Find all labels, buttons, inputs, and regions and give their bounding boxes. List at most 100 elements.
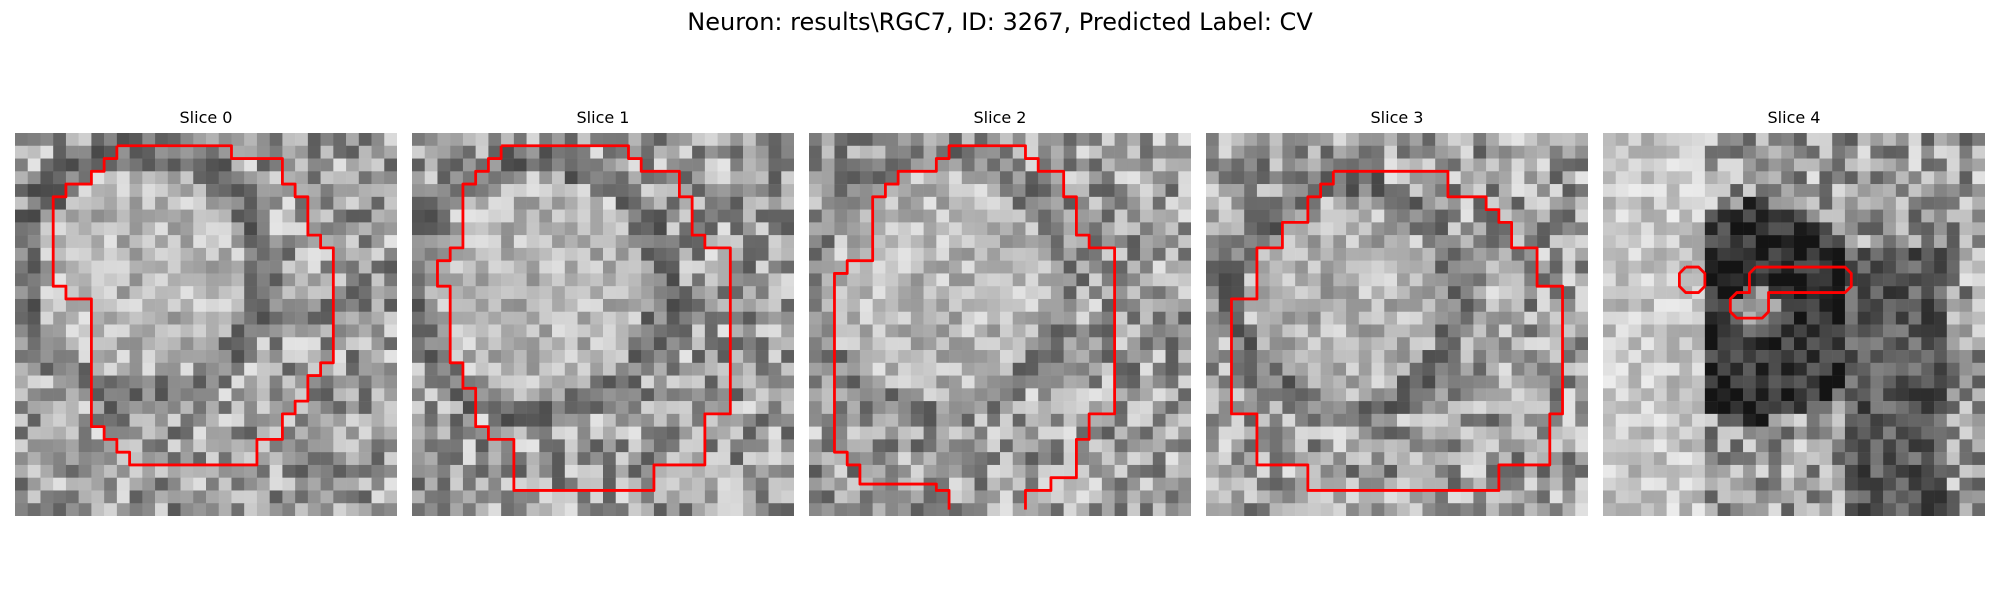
voxel-pixel — [1473, 196, 1487, 210]
voxel-pixel — [539, 350, 553, 364]
voxel-pixel — [1447, 350, 1461, 364]
voxel-pixel — [1692, 477, 1706, 491]
voxel-pixel — [809, 171, 822, 185]
voxel-pixel — [1921, 247, 1935, 261]
voxel-pixel — [1076, 247, 1090, 261]
voxel-pixel — [371, 171, 385, 185]
voxel-pixel — [78, 286, 92, 300]
voxel-pixel — [193, 324, 207, 338]
voxel-pixel — [129, 362, 143, 376]
voxel-pixel — [1781, 490, 1795, 504]
voxel-pixel — [1562, 452, 1576, 466]
voxel-pixel — [358, 286, 372, 300]
voxel-pixel — [1050, 350, 1064, 364]
voxel-pixel — [40, 439, 54, 453]
voxel-pixel — [1114, 145, 1128, 159]
voxel-pixel — [307, 171, 321, 185]
voxel-pixel — [295, 350, 309, 364]
voxel-pixel — [142, 362, 156, 376]
voxel-pixel — [1256, 247, 1270, 261]
voxel-pixel — [358, 235, 372, 249]
voxel-pixel — [358, 452, 372, 466]
voxel-pixel — [501, 439, 515, 453]
voxel-pixel — [218, 401, 232, 415]
voxel-pixel — [539, 209, 553, 223]
voxel-pixel — [781, 222, 794, 236]
voxel-pixel — [1641, 209, 1655, 223]
voxel-pixel — [1883, 171, 1897, 185]
voxel-pixel — [412, 209, 425, 223]
voxel-pixel — [1206, 311, 1219, 325]
voxel-pixel — [450, 337, 464, 351]
voxel-pixel — [1883, 247, 1897, 261]
voxel-pixel — [15, 196, 28, 210]
voxel-pixel — [872, 464, 886, 478]
voxel-pixel — [1231, 388, 1245, 402]
voxel-pixel — [501, 388, 515, 402]
voxel-pixel — [167, 209, 181, 223]
voxel-pixel — [847, 196, 861, 210]
voxel-pixel — [1101, 375, 1115, 389]
voxel-pixel — [1730, 337, 1744, 351]
voxel-pixel — [1498, 184, 1512, 198]
voxel-pixel — [1152, 375, 1166, 389]
voxel-pixel — [231, 209, 245, 223]
voxel-pixel — [346, 184, 360, 198]
voxel-pixel — [923, 324, 937, 338]
voxel-pixel — [346, 247, 360, 261]
voxel-pixel — [1409, 388, 1423, 402]
voxel-pixel — [987, 311, 1001, 325]
voxel-pixel — [692, 503, 706, 516]
voxel-pixel — [437, 401, 451, 415]
voxel-pixel — [1549, 184, 1563, 198]
voxel-pixel — [1704, 209, 1718, 223]
voxel-pixel — [1743, 222, 1757, 236]
voxel-pixel — [53, 439, 67, 453]
voxel-pixel — [1295, 413, 1309, 427]
voxel-pixel — [987, 298, 1001, 312]
voxel-pixel — [1946, 184, 1960, 198]
voxel-pixel — [1025, 209, 1039, 223]
voxel-pixel — [653, 401, 667, 415]
voxel-pixel — [1755, 171, 1769, 185]
voxel-pixel — [936, 298, 950, 312]
voxel-pixel — [1743, 324, 1757, 338]
voxel-pixel — [1934, 184, 1948, 198]
voxel-pixel — [65, 401, 79, 415]
voxel-pixel — [1959, 158, 1973, 172]
voxel-pixel — [872, 184, 886, 198]
voxel-pixel — [641, 413, 655, 427]
voxel-pixel — [104, 171, 118, 185]
voxel-pixel — [1549, 196, 1563, 210]
voxel-pixel — [193, 439, 207, 453]
voxel-pixel — [987, 184, 1001, 198]
voxel-pixel — [384, 222, 397, 236]
voxel-pixel — [1486, 464, 1500, 478]
voxel-pixel — [1358, 311, 1372, 325]
voxel-pixel — [269, 426, 283, 440]
voxel-pixel — [1000, 273, 1013, 287]
voxel-pixel — [564, 464, 578, 478]
voxel-pixel — [116, 286, 130, 300]
voxel-pixel — [1218, 401, 1232, 415]
voxel-pixel — [1524, 247, 1538, 261]
voxel-pixel — [1704, 337, 1718, 351]
voxel-pixel — [1050, 209, 1064, 223]
voxel-pixel — [1295, 311, 1309, 325]
voxel-pixel — [1537, 209, 1551, 223]
voxel-pixel — [1231, 452, 1245, 466]
voxel-pixel — [1346, 247, 1360, 261]
voxel-pixel — [910, 286, 924, 300]
voxel-pixel — [1320, 464, 1334, 478]
voxel-pixel — [923, 133, 937, 147]
voxel-pixel — [1653, 196, 1667, 210]
voxel-pixel — [1806, 375, 1820, 389]
voxel-pixel — [1870, 247, 1884, 261]
voxel-pixel — [53, 298, 67, 312]
voxel-pixel — [755, 362, 769, 376]
voxel-pixel — [1628, 490, 1642, 504]
voxel-pixel — [1575, 273, 1588, 287]
voxel-pixel — [1908, 298, 1922, 312]
voxel-pixel — [1972, 362, 1985, 376]
voxel-pixel — [513, 298, 527, 312]
